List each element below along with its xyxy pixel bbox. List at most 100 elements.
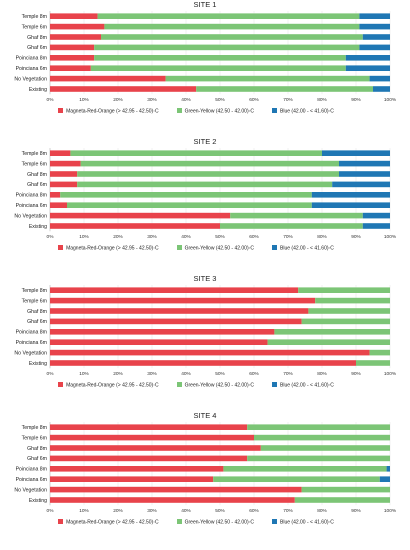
- bar-segment-series-3: [362, 223, 390, 229]
- bar-chart-svg: Temple 8m Temple 6m Ghaf 8m Ghaf 6m Poincian…: [14, 285, 397, 377]
- category-label: Ghaf 6m: [27, 182, 47, 188]
- bar-segment-series-1: [50, 287, 299, 293]
- x-tick-label: 90%: [351, 508, 361, 514]
- x-tick-label: 90%: [351, 371, 361, 377]
- legend-item: Magneta-Red-Orange (> 42.95 - 42.50)◦C: [58, 108, 159, 115]
- bar-segment-series-2: [165, 75, 370, 82]
- category-label: Poinciana 6m: [16, 340, 47, 346]
- bar-segment-series-2: [223, 466, 387, 472]
- bar-segment-series-2: [77, 181, 333, 188]
- category-label: Poinciana 8m: [16, 56, 47, 62]
- bar-segment-series-3: [386, 466, 390, 472]
- bar-segment-series-1: [50, 223, 220, 229]
- bar-segment-series-3: [332, 181, 390, 188]
- x-tick-label: 70%: [283, 371, 293, 377]
- bar-segment-series-3: [362, 34, 390, 40]
- x-tick-label: 20%: [113, 97, 123, 103]
- bar-segment-series-2: [90, 65, 346, 71]
- legend-item: Magneta-Red-Orange (> 42.95 - 42.50)◦C: [58, 519, 159, 526]
- bar-segment-series-1: [50, 476, 214, 482]
- legend-swatch: [272, 519, 278, 525]
- x-tick-label: 80%: [317, 234, 327, 240]
- bar-segment-series-1: [50, 86, 197, 92]
- bar-segment-series-2: [94, 55, 346, 61]
- legend-item: Green-Yellow (42.50 - 42.00)◦C: [176, 245, 255, 252]
- bar-segment-series-2: [267, 339, 390, 345]
- legend-label: Green-Yellow (42.50 - 42.00)◦C: [184, 108, 255, 115]
- bar-segment-series-3: [345, 55, 390, 61]
- chart-title: SITE 3: [193, 274, 217, 283]
- category-label: Temple 6m: [22, 435, 47, 441]
- bar-segment-series-2: [220, 223, 363, 229]
- bar-segment-series-3: [311, 192, 390, 198]
- bar-segment-series-1: [50, 349, 370, 356]
- x-tick-label: 30%: [147, 508, 157, 514]
- x-tick-label: 0%: [47, 371, 55, 377]
- bar-segment-series-2: [104, 23, 360, 30]
- category-label: Ghaf 8m: [27, 172, 47, 178]
- legend-swatch: [272, 108, 278, 114]
- legend-swatch: [176, 382, 182, 388]
- chart-legend: Magneta-Red-Orange (> 42.95 - 42.50)◦C Gr…: [0, 519, 410, 526]
- x-tick-label: 30%: [147, 97, 157, 103]
- bar-segment-series-1: [50, 434, 254, 441]
- category-label: Poinciana 8m: [16, 193, 47, 199]
- chart-legend: Magneta-Red-Orange (> 42.95 - 42.50)◦C Gr…: [0, 108, 410, 115]
- x-tick-label: 80%: [317, 97, 327, 103]
- bar-segment-series-3: [359, 13, 390, 19]
- bar-segment-series-1: [50, 202, 67, 208]
- legend-label: Green-Yellow (42.50 - 42.00)◦C: [184, 519, 255, 526]
- chart-title: SITE 2: [193, 137, 217, 146]
- bar-segment-series-1: [50, 497, 295, 503]
- bar-segment-series-1: [50, 329, 275, 335]
- legend-item: Green-Yellow (42.50 - 42.00)◦C: [176, 382, 255, 389]
- x-tick-label: 50%: [215, 371, 225, 377]
- bar-chart-svg: Temple 8m Temple 6m Ghaf 8m Ghaf 6m Poincian…: [14, 422, 397, 514]
- bar-segment-series-2: [196, 86, 373, 92]
- bar-segment-series-1: [50, 13, 98, 19]
- category-label: Ghaf 8m: [27, 309, 47, 315]
- x-tick-label: 30%: [147, 234, 157, 240]
- bar-segment-series-1: [50, 466, 224, 472]
- category-label: No Vegetation: [14, 487, 47, 493]
- category-label: Poinciana 6m: [16, 203, 47, 209]
- x-tick-label: 80%: [317, 508, 327, 514]
- category-label: Ghaf 8m: [27, 446, 47, 452]
- x-tick-label: 90%: [351, 97, 361, 103]
- legend-label: Green-Yellow (42.50 - 42.00)◦C: [184, 245, 255, 252]
- category-label: No Vegetation: [14, 76, 47, 82]
- bar-segment-series-1: [50, 65, 91, 71]
- legend-label: Green-Yellow (42.50 - 42.00)◦C: [184, 382, 255, 389]
- bar-chart-svg: Temple 8m Temple 6m Ghaf 8m Ghaf 6m Poincian…: [14, 11, 397, 103]
- bar-segment-series-1: [50, 424, 248, 430]
- x-tick-label: 10%: [79, 234, 89, 240]
- bar-segment-series-2: [294, 497, 390, 503]
- bar-segment-series-2: [77, 171, 339, 177]
- legend-label: Blue (42.00 - < 41.60)◦C: [280, 108, 334, 115]
- legend-item: Magneta-Red-Orange (> 42.95 - 42.50)◦C: [58, 382, 159, 389]
- x-tick-label: 100%: [384, 508, 397, 514]
- x-tick-label: 10%: [79, 508, 89, 514]
- category-label: Poinciana 6m: [16, 66, 47, 72]
- bar-segment-series-2: [94, 44, 360, 51]
- bar-segment-series-3: [362, 212, 390, 219]
- x-tick-label: 70%: [283, 508, 293, 514]
- x-tick-label: 30%: [147, 371, 157, 377]
- bar-segment-series-3: [311, 202, 390, 208]
- bar-segment-series-3: [345, 65, 390, 71]
- bar-segment-series-1: [50, 75, 166, 82]
- x-tick-label: 10%: [79, 97, 89, 103]
- bar-segment-series-2: [254, 434, 390, 441]
- x-tick-label: 100%: [384, 97, 397, 103]
- x-tick-label: 100%: [384, 234, 397, 240]
- bar-segment-series-2: [101, 34, 363, 40]
- x-tick-label: 60%: [249, 234, 259, 240]
- chart-site-2: SITE 2 Temple 8m Temple 6m Ghaf 8m Ghaf 6m Po…: [0, 137, 410, 267]
- bar-segment-series-2: [80, 160, 339, 167]
- bar-segment-series-1: [50, 486, 302, 493]
- category-label: No Vegetation: [14, 213, 47, 219]
- x-tick-label: 100%: [384, 371, 397, 377]
- bar-segment-series-1: [50, 150, 71, 156]
- x-tick-label: 0%: [47, 97, 55, 103]
- legend-label: Magneta-Red-Orange (> 42.95 - 42.50)◦C: [66, 382, 159, 389]
